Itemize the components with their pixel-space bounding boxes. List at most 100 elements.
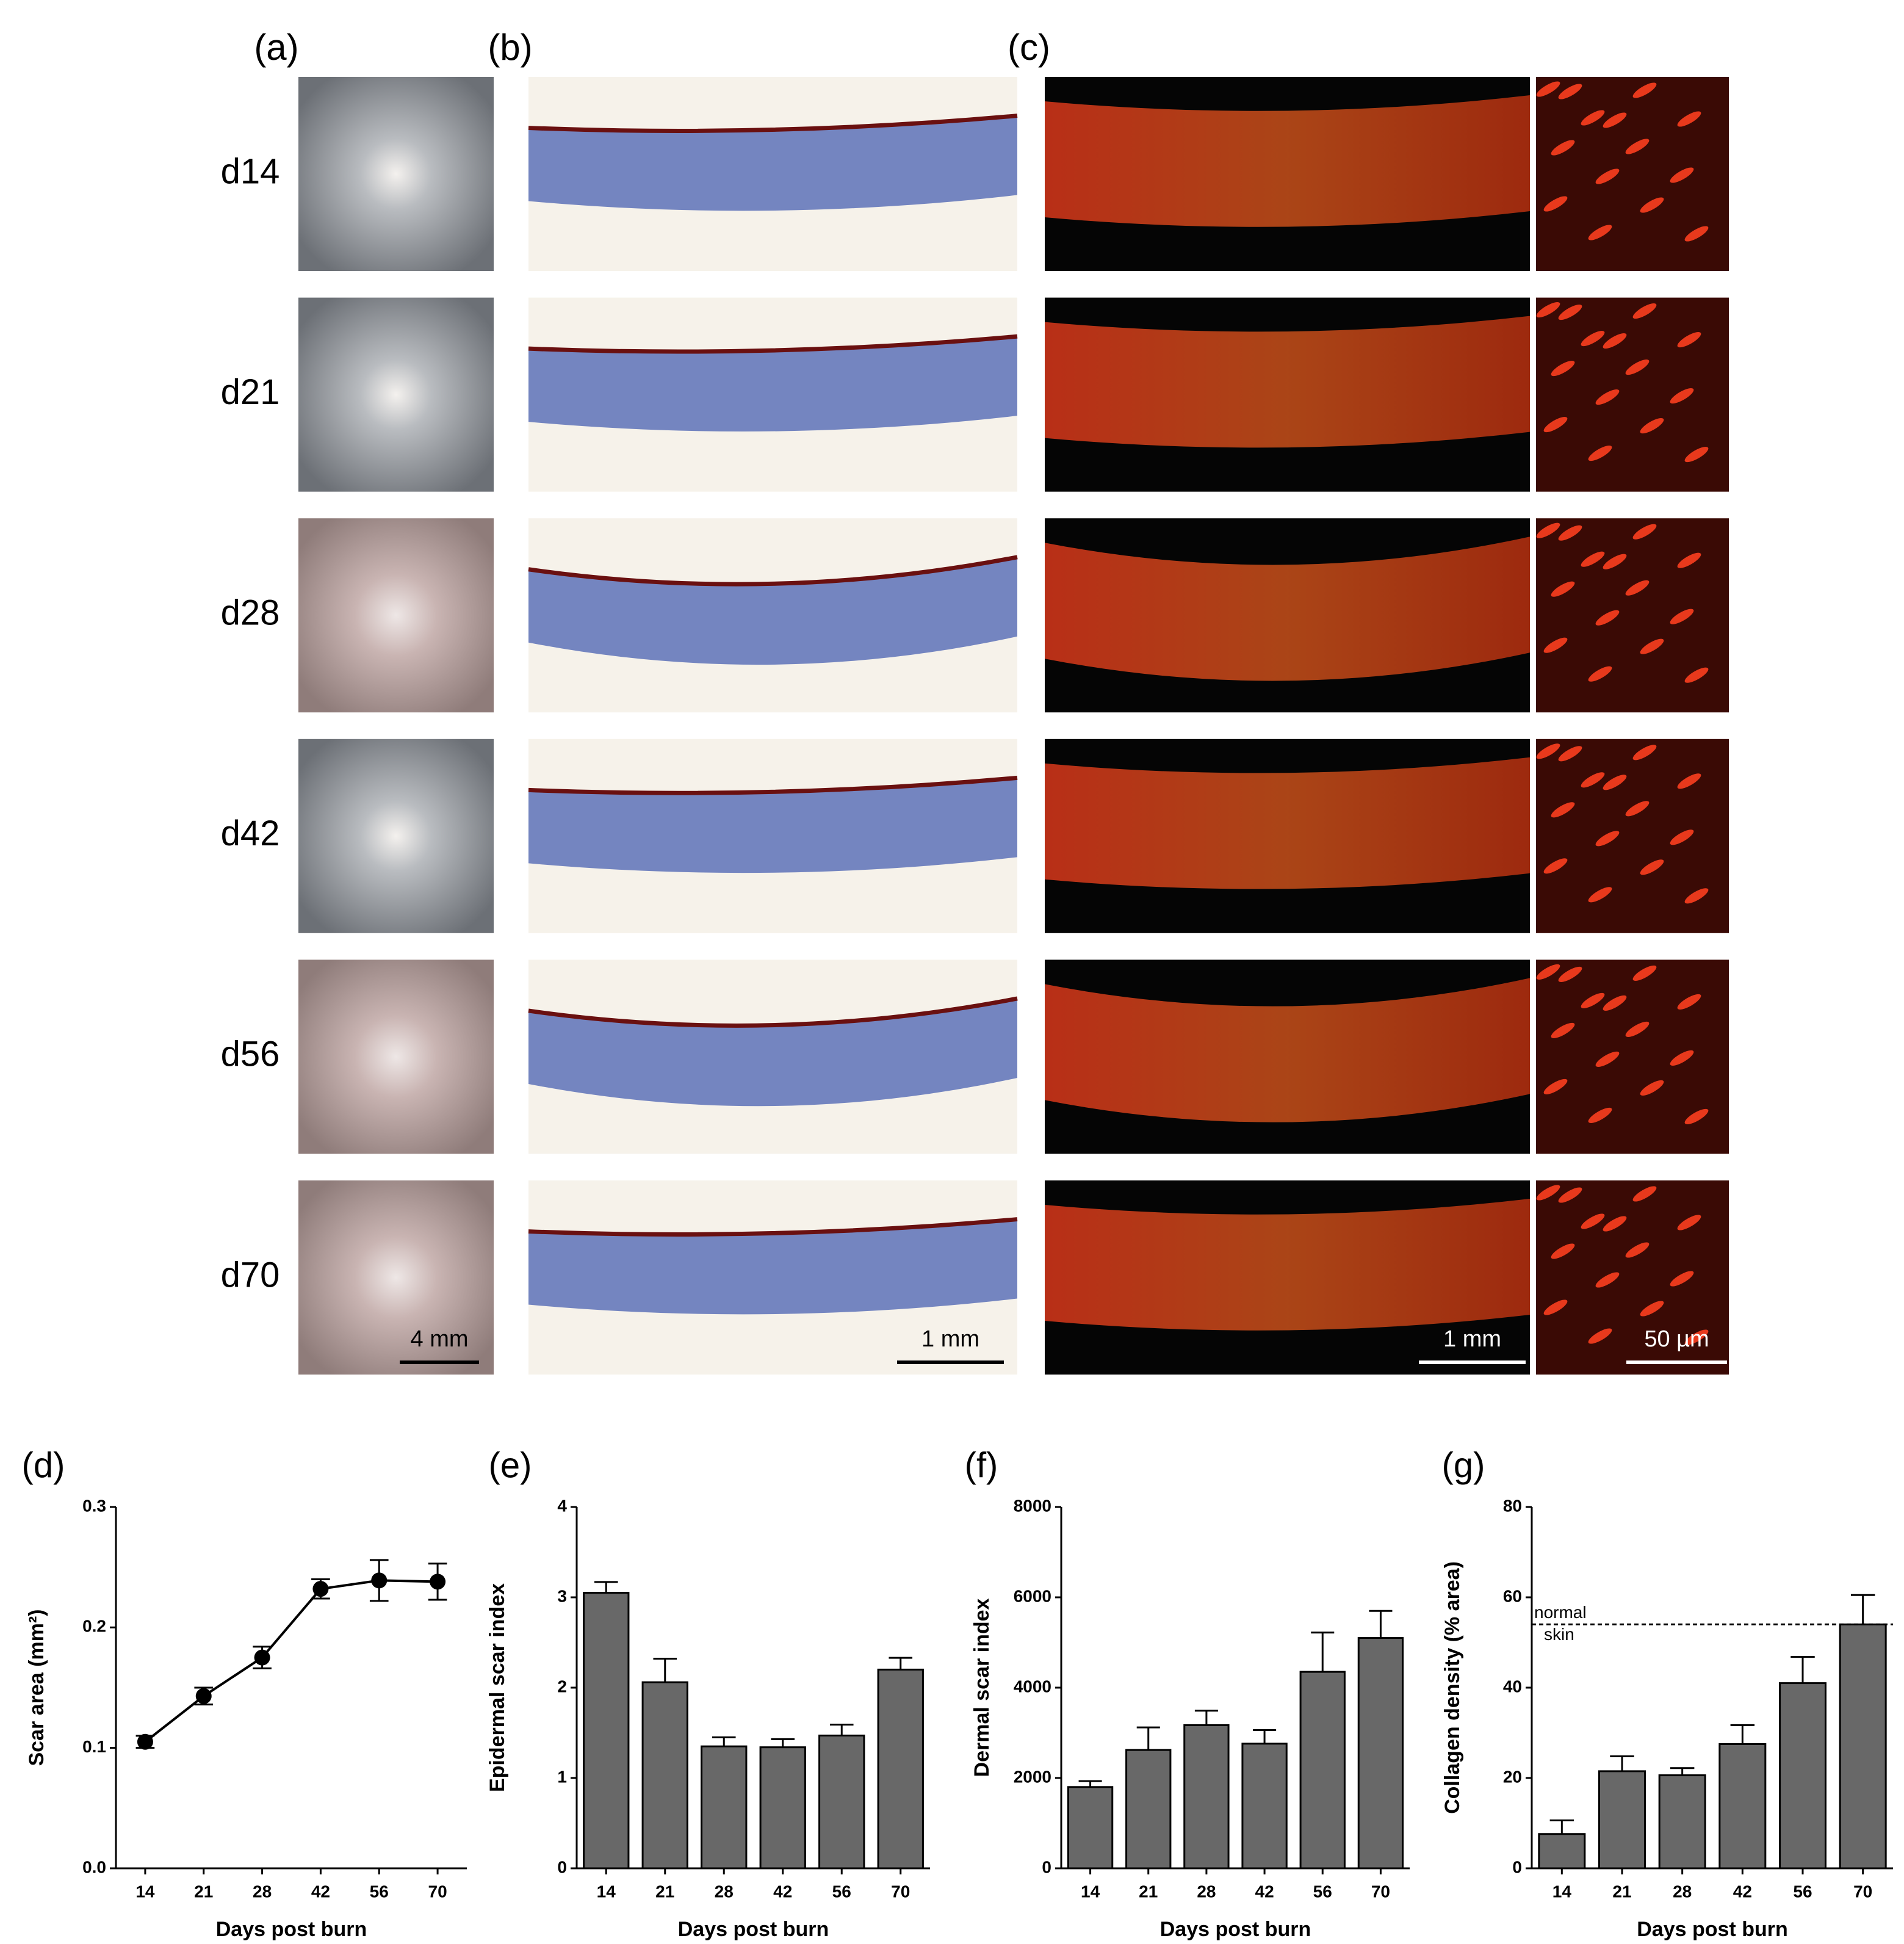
tissue-band bbox=[528, 115, 1017, 211]
bar bbox=[877, 1668, 924, 1870]
x-tick-label: 21 bbox=[194, 1882, 213, 1901]
error-bar bbox=[1311, 1631, 1335, 1672]
row-label: d70 bbox=[221, 1255, 280, 1295]
bar bbox=[1718, 1743, 1767, 1870]
y-tick-label: 0 bbox=[1512, 1857, 1522, 1876]
point bbox=[371, 1572, 388, 1589]
fiber bbox=[1558, 966, 1582, 982]
polarized-zoom bbox=[1536, 518, 1729, 713]
x-tick-label: 56 bbox=[1313, 1882, 1332, 1901]
point bbox=[254, 1649, 270, 1666]
panel-label: (a) bbox=[254, 27, 298, 68]
point bbox=[430, 1574, 446, 1590]
error-bar bbox=[1194, 1710, 1218, 1725]
fiber bbox=[1536, 743, 1560, 759]
bar bbox=[1658, 1774, 1706, 1870]
epidermis bbox=[528, 775, 1018, 795]
error-bar bbox=[1670, 1767, 1695, 1776]
fiber bbox=[1536, 81, 1560, 97]
x-tick-label: 14 bbox=[135, 1882, 155, 1901]
collagen-band bbox=[1045, 978, 1530, 1122]
fiber bbox=[1684, 888, 1709, 904]
fiber bbox=[1581, 992, 1605, 1008]
fiber bbox=[1543, 1079, 1568, 1094]
bar bbox=[1067, 1786, 1114, 1870]
fiber bbox=[1536, 522, 1560, 538]
y-tick-label: 20 bbox=[1503, 1767, 1522, 1786]
y-axis-label: Collagen density (% area) bbox=[1441, 1561, 1464, 1814]
fiber bbox=[1677, 111, 1701, 127]
panel-label: (f) bbox=[965, 1445, 998, 1485]
fiber bbox=[1640, 638, 1664, 654]
fiber bbox=[1625, 360, 1650, 375]
collagen-band bbox=[1045, 1199, 1530, 1331]
row-label: d42 bbox=[221, 814, 280, 853]
row-label: d28 bbox=[221, 593, 280, 633]
error-bar bbox=[712, 1736, 736, 1747]
fiber bbox=[1640, 197, 1664, 213]
fiber bbox=[1581, 331, 1605, 347]
fiber bbox=[1632, 303, 1657, 319]
fiber bbox=[1677, 332, 1701, 348]
gross-photo bbox=[298, 297, 494, 492]
fiber bbox=[1581, 110, 1605, 126]
point bbox=[312, 1581, 329, 1597]
x-tick-label: 70 bbox=[891, 1882, 910, 1901]
fiber bbox=[1551, 802, 1575, 818]
x-tick-label: 42 bbox=[1255, 1882, 1274, 1901]
bar bbox=[583, 1592, 630, 1870]
error-bar bbox=[1253, 1729, 1277, 1744]
fiber bbox=[1670, 609, 1694, 624]
fiber bbox=[1677, 773, 1701, 789]
y-tick-label: 6000 bbox=[1014, 1586, 1051, 1605]
fiber bbox=[1588, 887, 1612, 903]
y-tick-label: 0 bbox=[1042, 1857, 1051, 1876]
error-bar bbox=[1078, 1780, 1102, 1787]
panel-label: (b) bbox=[488, 27, 532, 68]
polarized-zoom bbox=[1536, 1180, 1729, 1375]
bar bbox=[1125, 1749, 1172, 1870]
y-axis-label: Epidermal scar index bbox=[486, 1583, 509, 1792]
fiber bbox=[1588, 1107, 1612, 1123]
fiber bbox=[1588, 446, 1612, 461]
reference-label: normal bbox=[1534, 1603, 1587, 1622]
collagen-band bbox=[1045, 95, 1530, 227]
scale-bar-label: 50 µm bbox=[1644, 1326, 1709, 1352]
scale-bar-label: 4 mm bbox=[411, 1326, 469, 1352]
fiber bbox=[1588, 666, 1612, 682]
fiber bbox=[1536, 1185, 1560, 1201]
y-tick-label: 0.2 bbox=[82, 1617, 106, 1636]
tissue-band bbox=[528, 998, 1017, 1107]
fiber bbox=[1625, 1021, 1650, 1037]
fiber bbox=[1625, 1242, 1650, 1258]
fiber bbox=[1670, 829, 1694, 845]
y-tick-label: 0.0 bbox=[82, 1857, 106, 1876]
bar bbox=[759, 1746, 806, 1870]
y-tick-label: 80 bbox=[1503, 1496, 1522, 1515]
fiber bbox=[1603, 333, 1627, 349]
fiber bbox=[1558, 305, 1582, 320]
y-axis-label: Dermal scar index bbox=[970, 1598, 993, 1777]
x-tick-label: 21 bbox=[1612, 1882, 1631, 1901]
y-tick-label: 2 bbox=[557, 1677, 567, 1696]
gross-photo bbox=[298, 1180, 494, 1375]
reference-label: skin bbox=[1544, 1625, 1574, 1644]
fiber bbox=[1603, 112, 1627, 128]
fiber bbox=[1588, 1328, 1612, 1344]
collagen-band bbox=[1045, 537, 1530, 681]
fiber bbox=[1543, 637, 1568, 653]
fiber bbox=[1670, 388, 1694, 404]
y-tick-label: 3 bbox=[557, 1586, 567, 1605]
bar bbox=[1241, 1743, 1288, 1870]
error-bar bbox=[771, 1738, 795, 1747]
photo-panels bbox=[298, 77, 1729, 1375]
row-label: d14 bbox=[221, 151, 280, 191]
bar bbox=[641, 1681, 688, 1870]
fiber bbox=[1677, 552, 1701, 568]
bar bbox=[1538, 1833, 1586, 1870]
fiber bbox=[1558, 525, 1582, 541]
y-tick-label: 4 bbox=[557, 1496, 567, 1515]
fiber bbox=[1551, 1022, 1575, 1038]
fiber bbox=[1632, 965, 1657, 981]
collagen-band bbox=[1045, 757, 1530, 889]
